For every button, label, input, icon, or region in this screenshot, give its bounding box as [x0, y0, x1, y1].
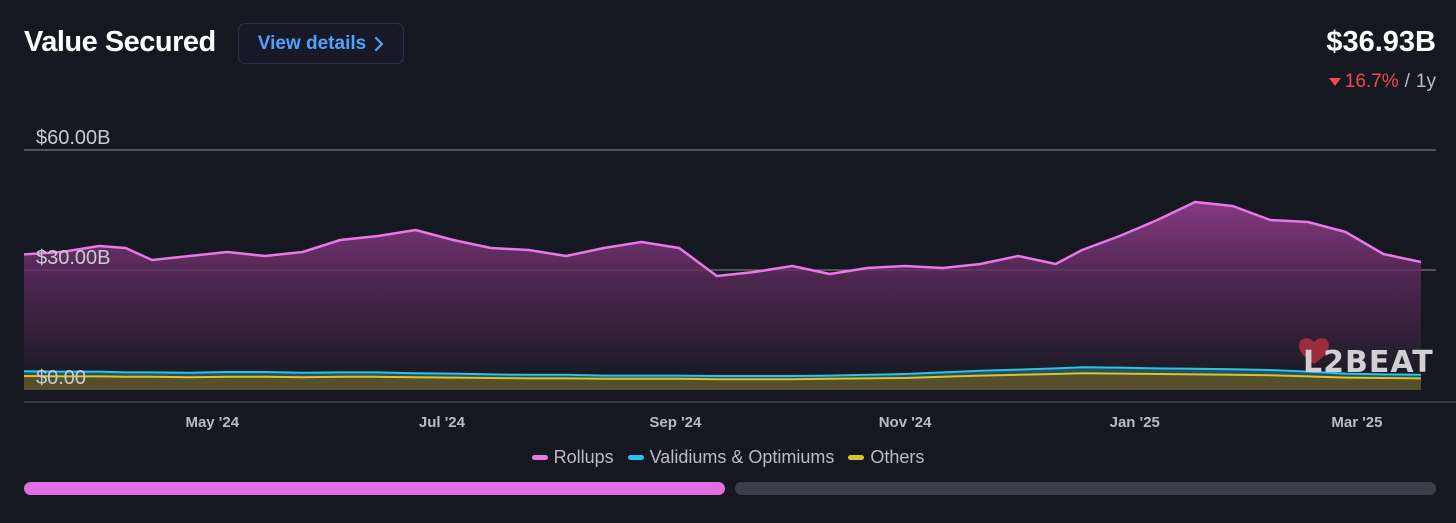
l2beat-watermark-mark: L2BEAT [1303, 345, 1434, 380]
view-details-label: View details [257, 32, 367, 54]
range-selector-handle[interactable] [24, 482, 725, 495]
series-line-others [23, 372, 1421, 381]
y-tick-label: $60.00B [36, 127, 111, 149]
value-secured-chart[interactable]: $0.00 $30.00B $60.00B May '24 Jul '24 Sep '24… [0, 110, 1456, 440]
x-tick-label: Jul '24 [419, 414, 466, 431]
others-swatch [848, 455, 865, 460]
triangle-down-icon [1328, 78, 1341, 86]
validiums-swatch [627, 455, 644, 460]
legend-item-rollups[interactable]: Rollups [531, 447, 614, 468]
y-tick-label: $30.00B [36, 247, 111, 269]
series-line-rollups [23, 200, 1422, 278]
series-area-rollups [24, 202, 1421, 376]
change-period: 1y [1415, 71, 1436, 92]
chevron-right-icon [375, 36, 384, 51]
rollups-swatch [531, 455, 548, 460]
y-tick-label: $0.00 [36, 367, 86, 389]
x-tick-label: May '24 [185, 414, 239, 431]
value-change: 16.7% / 1y [1328, 71, 1436, 93]
change-separator: / [1404, 71, 1410, 92]
x-tick-label: Nov '24 [879, 414, 932, 431]
view-details-button[interactable]: View details [238, 23, 404, 64]
l2beat-logo: L2BEAT [1299, 338, 1434, 380]
total-value: $36.93B [1326, 26, 1436, 58]
chart-legend: Rollups Validiums & Optimiums Others [0, 447, 1456, 468]
x-tick-label: Sep '24 [649, 414, 702, 431]
legend-label-rollups: Rollups [553, 447, 614, 467]
chart-title: Value Secured [24, 26, 216, 58]
legend-item-others[interactable]: Others [848, 447, 924, 468]
change-percent: 16.7% [1344, 71, 1399, 92]
legend-item-validiums[interactable]: Validiums & Optimiums [627, 447, 835, 468]
legend-label-others: Others [870, 447, 925, 467]
legend-label-validiums: Validiums & Optimiums [649, 447, 835, 467]
x-tick-label: Jan '25 [1110, 414, 1160, 431]
x-tick-label: Mar '25 [1331, 414, 1382, 431]
range-selector-track[interactable] [735, 482, 1436, 495]
series-line-validiums [23, 366, 1421, 377]
